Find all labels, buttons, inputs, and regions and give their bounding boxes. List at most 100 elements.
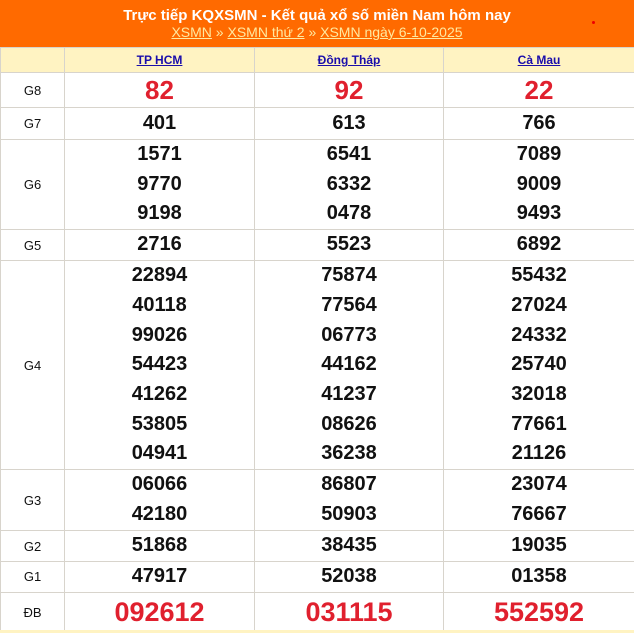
prize-row-g8: G8 82 92 22 — [0, 72, 634, 108]
breadcrumb-xsmn-thu-2[interactable]: XSMN thứ 2 — [227, 24, 305, 40]
province-link[interactable]: Đồng Tháp — [317, 53, 381, 67]
prize-cell: 22 — [443, 72, 634, 108]
prize-number: 32018 — [511, 382, 567, 405]
prize-number: 04941 — [131, 442, 188, 465]
prize-number: 9198 — [137, 202, 182, 225]
province-link[interactable]: TP HCM — [136, 53, 183, 67]
prize-row-g1: G1 47917 52038 01358 — [0, 561, 634, 593]
prize-number: 9009 — [516, 172, 562, 195]
prize-number: 21126 — [511, 442, 567, 465]
breadcrumb-xsmn-date[interactable]: XSMN ngày 6-10-2025 — [320, 24, 463, 40]
prize-cell: 38435 — [254, 530, 444, 563]
corner-cell — [0, 47, 65, 73]
page-title: Trực tiếp KQXSMN - Kết quả xổ số miền Na… — [123, 7, 511, 24]
prize-cell: 75874 77564 06773 44162 41237 08626 36238 — [254, 260, 444, 471]
prize-number: 24332 — [511, 323, 567, 346]
breadcrumb: XSMN » XSMN thứ 2 » XSMN ngày 6-10-2025 — [0, 24, 634, 41]
prize-number: 9770 — [137, 172, 182, 195]
prize-number: 766 — [522, 111, 556, 134]
prize-number: 7089 — [516, 143, 562, 165]
prize-cell: 55432 27024 24332 25740 32018 77661 21126 — [443, 260, 634, 471]
prize-row-đb: ĐB 092612 031115 552592 — [0, 591, 634, 633]
prize-row-g5: G5 2716 5523 6892 — [0, 229, 634, 262]
prize-number: 99026 — [131, 323, 188, 346]
prize-cell: 031115 — [254, 591, 444, 633]
prize-number: 76667 — [511, 503, 567, 526]
prize-number: 031115 — [305, 596, 393, 627]
prize-number: 08626 — [321, 412, 377, 435]
prize-cell: 92 — [254, 72, 444, 108]
prize-cell: 092612 — [64, 591, 255, 633]
prize-number: 92 — [334, 75, 364, 105]
province-tp-hcm: TP HCM — [64, 47, 255, 73]
results-table: TP HCM Đồng Tháp Cà Mau G8 82 92 22 G7 401 613… — [0, 47, 634, 633]
prize-number: 41237 — [321, 382, 377, 405]
prize-number: 22 — [524, 75, 554, 105]
prize-number: 25740 — [511, 353, 567, 376]
prize-number: 52038 — [321, 565, 377, 588]
prize-number: 41262 — [131, 382, 188, 405]
prize-number: 613 — [332, 111, 366, 134]
prize-label: G2 — [0, 530, 65, 563]
prize-number: 55432 — [511, 264, 567, 287]
prize-number: 51868 — [131, 534, 188, 557]
prize-number: 2716 — [137, 233, 182, 256]
prize-cell: 1571 9770 9198 — [64, 138, 255, 231]
prize-number: 6541 — [326, 143, 372, 165]
prize-number: 1571 — [137, 143, 182, 165]
prize-cell: 5523 — [254, 229, 444, 262]
breadcrumb-separator: » — [215, 24, 224, 40]
prize-cell: 2716 — [64, 229, 255, 262]
prize-number: 38435 — [321, 534, 377, 557]
province-link[interactable]: Cà Mau — [517, 53, 561, 67]
prize-number: 36238 — [321, 442, 377, 465]
prize-row-g2: G2 51868 38435 19035 — [0, 530, 634, 563]
prize-number: 0478 — [326, 202, 372, 225]
prize-row-g7: G7 401 613 766 — [0, 107, 634, 140]
province-ca-mau: Cà Mau — [443, 47, 634, 73]
prize-row-g4: G4 22894 40118 99026 54423 41262 53805 04941 758… — [0, 260, 634, 471]
prize-number: 75874 — [321, 264, 377, 287]
footer-strip — [0, 630, 634, 633]
prize-number: 01358 — [511, 565, 567, 588]
prize-label: G4 — [0, 260, 65, 471]
province-header-row: TP HCM Đồng Tháp Cà Mau — [0, 47, 634, 73]
prize-cell: 01358 — [443, 561, 634, 593]
prize-row-g3: G3 06066 42180 86807 50903 23074 76667 — [0, 469, 634, 532]
prize-cell: 82 — [64, 72, 255, 108]
prize-number: 06773 — [321, 323, 377, 346]
prize-cell: 51868 — [64, 530, 255, 563]
prize-number: 40118 — [132, 293, 187, 316]
prize-label: G5 — [0, 229, 65, 262]
prize-number: 06066 — [131, 473, 188, 496]
prize-label: G1 — [0, 561, 65, 593]
prize-cell: 766 — [443, 107, 634, 140]
prize-number: 6892 — [516, 233, 562, 256]
prize-number: 552592 — [493, 596, 585, 627]
prize-number: 9493 — [516, 202, 562, 225]
prize-number: 77661 — [511, 412, 567, 435]
prize-number: 47917 — [131, 565, 188, 588]
status-dot-icon — [592, 21, 595, 24]
breadcrumb-xsmn[interactable]: XSMN — [171, 24, 212, 40]
prize-number: 19035 — [511, 534, 567, 557]
prize-row-g6: G6 1571 9770 9198 6541 6332 0478 7089 9009 9493 — [0, 138, 634, 231]
prize-number: 53805 — [131, 412, 188, 435]
prize-number: 5523 — [326, 233, 372, 256]
results-header: Trực tiếp KQXSMN - Kết quả xổ số miền Na… — [0, 0, 634, 47]
prize-cell: 7089 9009 9493 — [443, 138, 634, 231]
prize-label: G7 — [0, 107, 65, 140]
prize-cell: 22894 40118 99026 54423 41262 53805 04941 — [64, 260, 255, 471]
prize-number: 22894 — [131, 264, 188, 287]
prize-number: 86807 — [321, 473, 377, 496]
prize-number: 77564 — [321, 293, 377, 316]
prize-number: 23074 — [511, 473, 567, 496]
prize-number: 27024 — [511, 293, 567, 316]
prize-cell: 23074 76667 — [443, 469, 634, 532]
prize-number: 401 — [142, 111, 177, 134]
prize-cell: 19035 — [443, 530, 634, 563]
prize-label: G3 — [0, 469, 65, 532]
prize-cell: 52038 — [254, 561, 444, 593]
prize-number: 6332 — [326, 172, 372, 195]
prize-number: 42180 — [131, 503, 188, 526]
